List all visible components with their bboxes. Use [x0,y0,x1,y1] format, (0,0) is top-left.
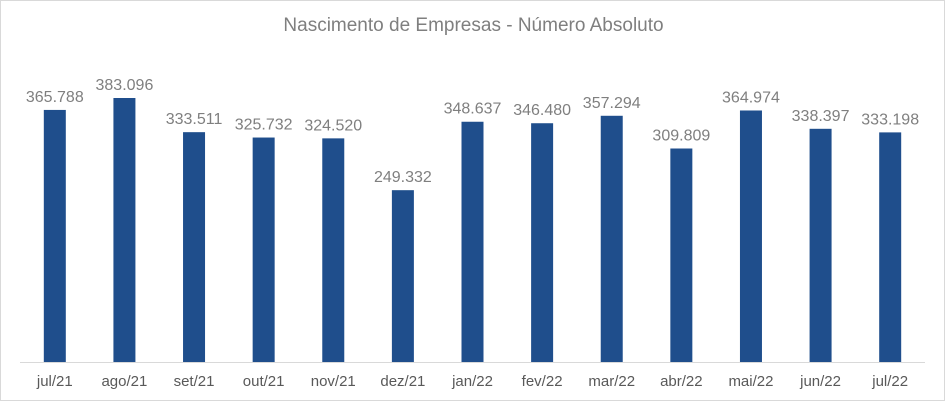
data-label-jun/22: 338.397 [792,108,850,125]
bar-fev/22 [531,123,554,362]
data-label-mai/22: 364.974 [722,89,780,106]
bar-jul/21 [43,109,66,362]
data-label-abr/22: 309.809 [652,128,710,145]
data-label-jul/21: 365.788 [26,89,84,106]
category-label-jan/22: jan/22 [451,373,493,390]
category-label-jun/22: jun/22 [799,373,841,390]
bar-jun/22 [809,128,832,362]
bar-abr/22 [670,148,693,362]
bar-jan/22 [461,121,484,363]
category-label-nov/21: nov/21 [311,373,356,390]
bar-mai/22 [739,110,762,362]
bar-out/21 [252,137,275,362]
bar-mar/22 [600,115,623,362]
data-label-ago/21: 383.096 [96,77,154,94]
data-label-jul/22: 333.198 [861,111,919,128]
chart-title: Nascimento de Empresas - Número Absoluto [283,15,664,36]
category-label-dez/21: dez/21 [380,373,425,390]
bar-dez/21 [391,190,414,362]
data-label-jan/22: 348.637 [444,101,502,118]
category-label-ago/21: ago/21 [101,373,147,390]
bar-jul/22 [879,132,902,362]
category-label-fev/22: fev/22 [522,373,563,390]
category-label-set/21: set/21 [174,373,215,390]
category-label-out/21: out/21 [243,373,285,390]
bar-set/21 [183,132,206,362]
category-label-jul/22: jul/22 [871,373,908,390]
data-label-mar/22: 357.294 [583,95,641,112]
bar-ago/21 [113,98,136,362]
category-label-mar/22: mar/22 [588,373,635,390]
category-label-jul/21: jul/21 [36,373,73,390]
data-label-set/21: 333.511 [166,111,223,128]
data-label-fev/22: 346.480 [513,102,571,119]
bar-nov/21 [322,138,345,362]
data-label-nov/21: 324.520 [304,117,362,134]
data-label-out/21: 325.732 [235,117,293,134]
data-label-dez/21: 249.332 [374,169,432,186]
category-label-abr/22: abr/22 [660,373,703,390]
category-label-mai/22: mai/22 [728,373,773,390]
